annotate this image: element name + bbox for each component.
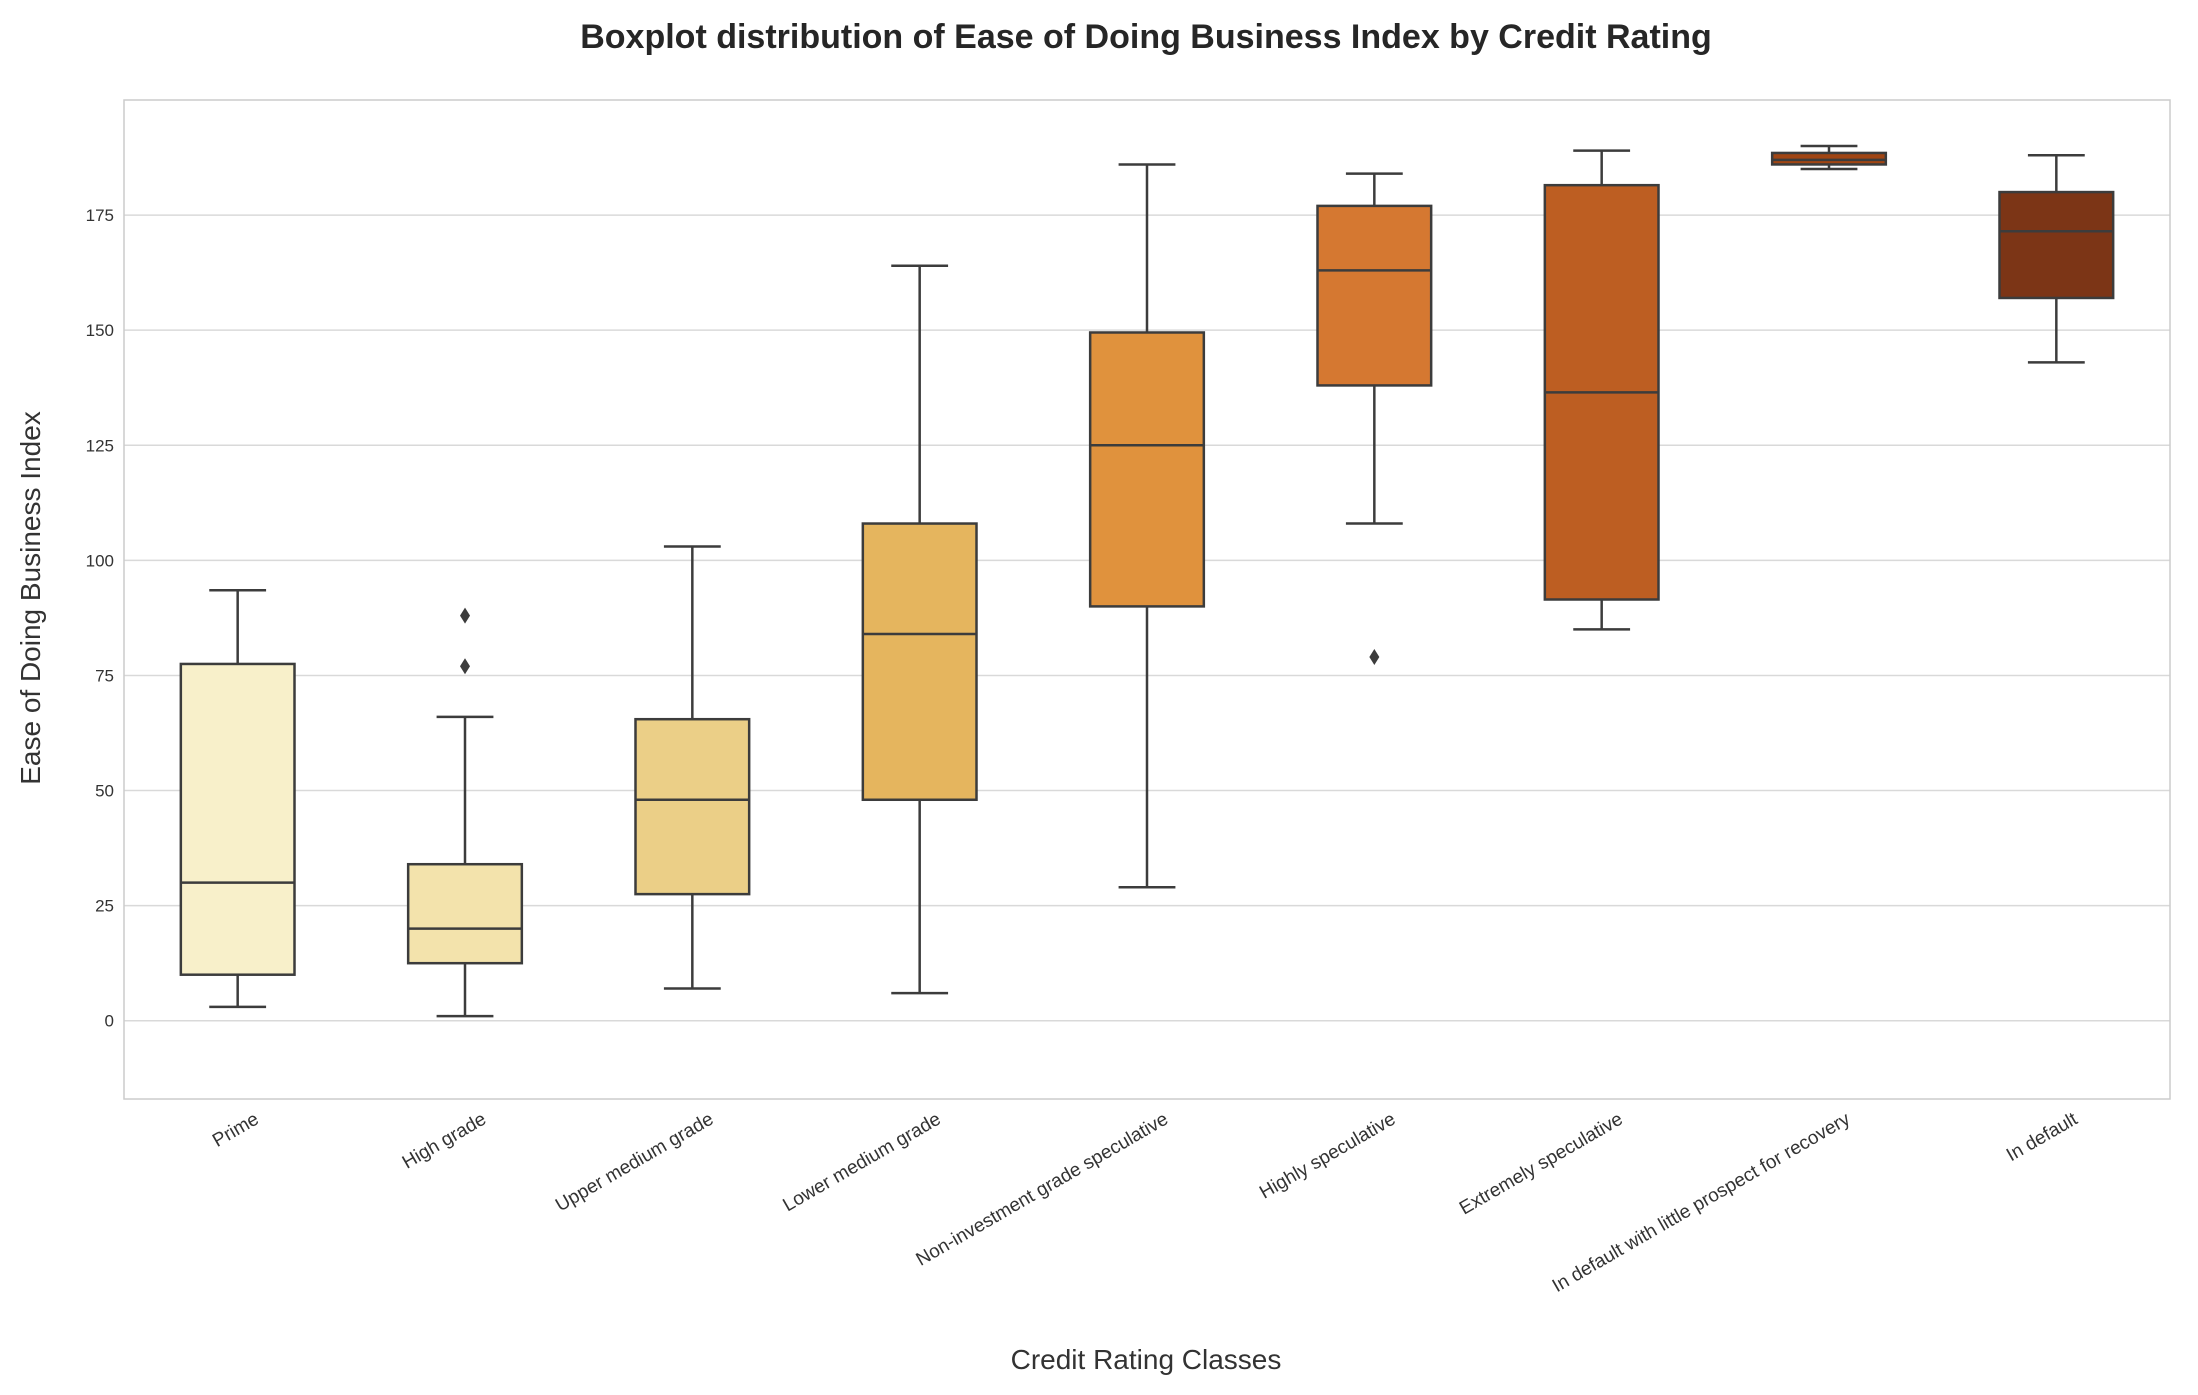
- x-tick-label: Prime: [209, 1109, 262, 1152]
- box-4: [861, 264, 978, 995]
- y-axis-label: Ease of Doing Business Index: [15, 411, 46, 785]
- box-2: [406, 607, 524, 1018]
- y-tick-label: 0: [105, 1012, 114, 1031]
- box-body: [406, 862, 524, 965]
- y-tick-label: 175: [86, 206, 114, 225]
- y-tick-label: 25: [95, 897, 114, 916]
- outlier-point: [460, 658, 470, 675]
- y-tick-label: 125: [86, 436, 114, 455]
- plot-frame: [123, 99, 2171, 1100]
- y-tick-label: 100: [86, 551, 114, 570]
- box-body: [634, 717, 751, 896]
- x-tick-labels: Prime High grade Upper medium grade Lower m…: [209, 1108, 2082, 1297]
- box-8: [1770, 144, 1888, 171]
- y-tick-label: 75: [95, 666, 114, 685]
- x-tick-label: Upper medium grade: [552, 1109, 717, 1216]
- box-9: [1998, 153, 2115, 364]
- box-body: [1998, 190, 2115, 300]
- x-tick-label: In default: [2003, 1108, 2082, 1166]
- outlier-point: [1369, 649, 1380, 666]
- box-body: [1316, 204, 1433, 387]
- box-3: [634, 545, 751, 990]
- box-body: [179, 662, 296, 976]
- x-tick-label: Highly speculative: [1256, 1109, 1399, 1204]
- box-1: [179, 589, 296, 1009]
- box-series: [179, 144, 2115, 1018]
- box-6: [1316, 172, 1433, 666]
- x-tick-label: High grade: [399, 1109, 490, 1174]
- box-body: [1088, 331, 1206, 608]
- box-5: [1088, 163, 1206, 889]
- y-tick-labels: 0 25 50 75 100 125 150 175: [86, 206, 114, 1031]
- x-tick-label: Lower medium grade: [780, 1109, 945, 1216]
- x-tick-label: Extremely speculative: [1456, 1109, 1627, 1220]
- box-body: [861, 522, 978, 802]
- y-tick-label: 150: [86, 321, 114, 340]
- x-tick-label: Non-investment grade speculative: [913, 1109, 1172, 1271]
- box-7: [1543, 149, 1660, 631]
- y-tick-label: 50: [95, 782, 114, 801]
- x-axis-label: Credit Rating Classes: [1011, 1344, 1282, 1375]
- outlier-point: [460, 607, 470, 624]
- chart-title: Boxplot distribution of Ease of Doing Bu…: [580, 18, 1712, 56]
